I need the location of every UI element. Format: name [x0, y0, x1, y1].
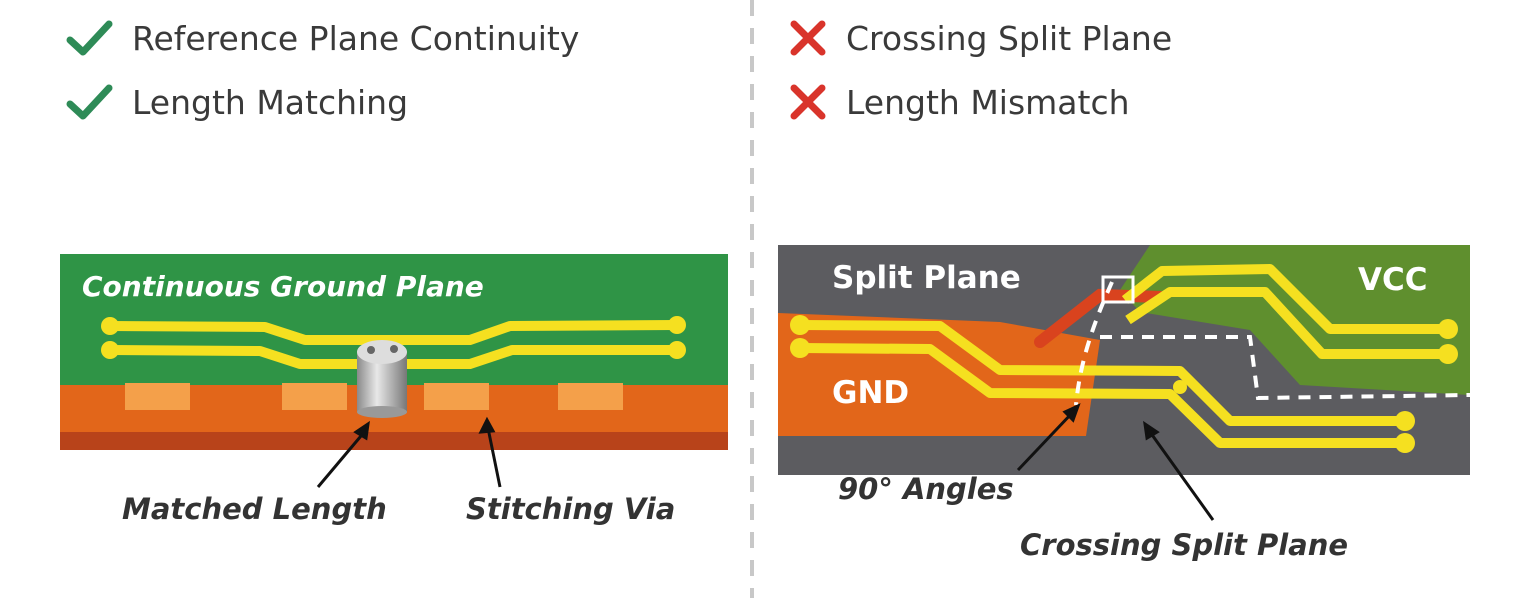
check-icon: [66, 84, 113, 120]
bad-callout-arrows: [1016, 403, 1215, 521]
trace: [1121, 264, 1448, 334]
x-icon: [790, 84, 826, 120]
good-board: Continuous Ground Plane: [60, 254, 728, 450]
bad-item-label: Length Mismatch: [846, 82, 1130, 122]
vcc-label: VCC: [1358, 262, 1428, 298]
good-item: Length Matching: [66, 82, 408, 122]
check-icon: [66, 20, 113, 56]
bad-item-label: Crossing Split Plane: [846, 18, 1173, 58]
good-item-label: Length Matching: [132, 82, 409, 122]
good-item-label: Reference Plane Continuity: [132, 18, 580, 58]
pad: [282, 383, 347, 410]
angles-callout: 90° Angles: [838, 472, 1014, 506]
gnd-label: GND: [832, 375, 909, 411]
bad-item: Length Mismatch: [788, 82, 1130, 122]
substrate-edge: [60, 432, 728, 450]
pad: [558, 383, 623, 410]
matched-length-callout: Matched Length: [122, 492, 387, 526]
trace: [799, 343, 1405, 448]
x-icon: [790, 20, 826, 56]
trace: [799, 320, 1405, 426]
stitching-via-callout: Stitching Via: [466, 492, 676, 526]
pad: [424, 383, 489, 410]
bad-item: Crossing Split Plane: [788, 18, 1172, 58]
stitching-via: [357, 340, 407, 418]
crossing-split-callout: Crossing Split Plane: [1020, 528, 1349, 562]
bad-board: Split Plane VCC GND: [778, 245, 1471, 475]
good-item: Reference Plane Continuity: [66, 18, 579, 58]
split-boundary: [1074, 281, 1471, 406]
trace: [1125, 287, 1448, 359]
board-title: Continuous Ground Plane: [82, 270, 484, 303]
split-plane-label: Split Plane: [832, 260, 1021, 296]
good-callout-arrows: [316, 416, 502, 488]
pad: [125, 383, 190, 410]
trace: [109, 320, 678, 345]
